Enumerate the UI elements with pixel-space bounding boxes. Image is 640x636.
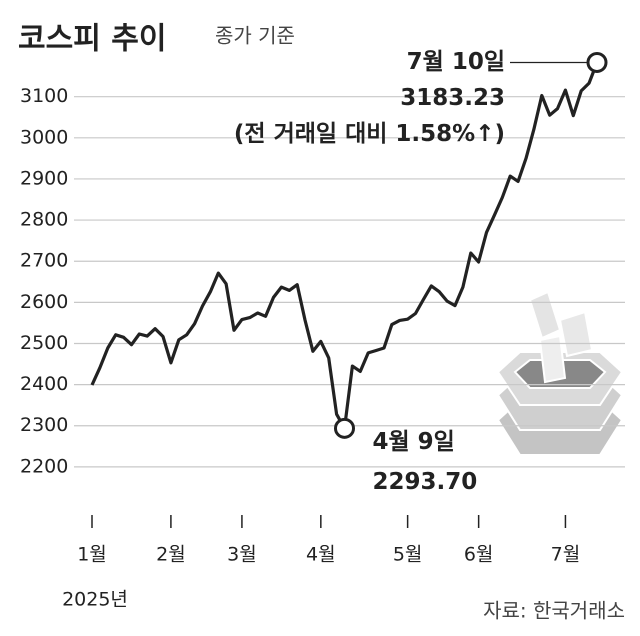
- x-tick-label: 1월: [77, 544, 107, 566]
- illustration: [496, 290, 624, 456]
- y-tick-label: 2700: [20, 250, 68, 272]
- annotation-text: 3183.23: [400, 85, 505, 111]
- x-tick-label: 5월: [393, 544, 423, 566]
- x-tick-label: 4월: [306, 544, 336, 566]
- source: 자료: 한국거래소: [483, 599, 625, 623]
- highlight-point: [334, 417, 355, 439]
- highlight-point: [586, 51, 608, 73]
- y-tick-label: 2800: [20, 209, 68, 231]
- annotation-text: 2293.70: [373, 469, 478, 495]
- annotation-text: (전 거래일 대비 1.58%↑): [234, 121, 505, 147]
- y-tick-label: 2400: [20, 373, 68, 395]
- x-sublabel: 2025년: [62, 589, 128, 611]
- chart-title: 코스피 추이: [18, 22, 166, 57]
- chart-subtitle: 종가 기준: [215, 24, 295, 48]
- y-tick-label: 3000: [20, 126, 68, 148]
- y-tick-label: 2300: [20, 414, 68, 436]
- x-tick-label: 6월: [464, 544, 494, 566]
- y-tick-label: 2600: [20, 291, 68, 313]
- y-tick-label: 3100: [20, 85, 68, 107]
- y-tick-label: 2500: [20, 332, 68, 354]
- annotation-text: 7월 10일: [407, 49, 505, 75]
- x-tick-label: 2월: [156, 544, 186, 566]
- annotation-text: 4월 9일: [373, 429, 455, 455]
- x-tick-label: 7월: [551, 544, 581, 566]
- y-tick-label: 2900: [20, 167, 68, 189]
- y-tick-label: 2200: [20, 455, 68, 477]
- x-tick-label: 3월: [227, 544, 257, 566]
